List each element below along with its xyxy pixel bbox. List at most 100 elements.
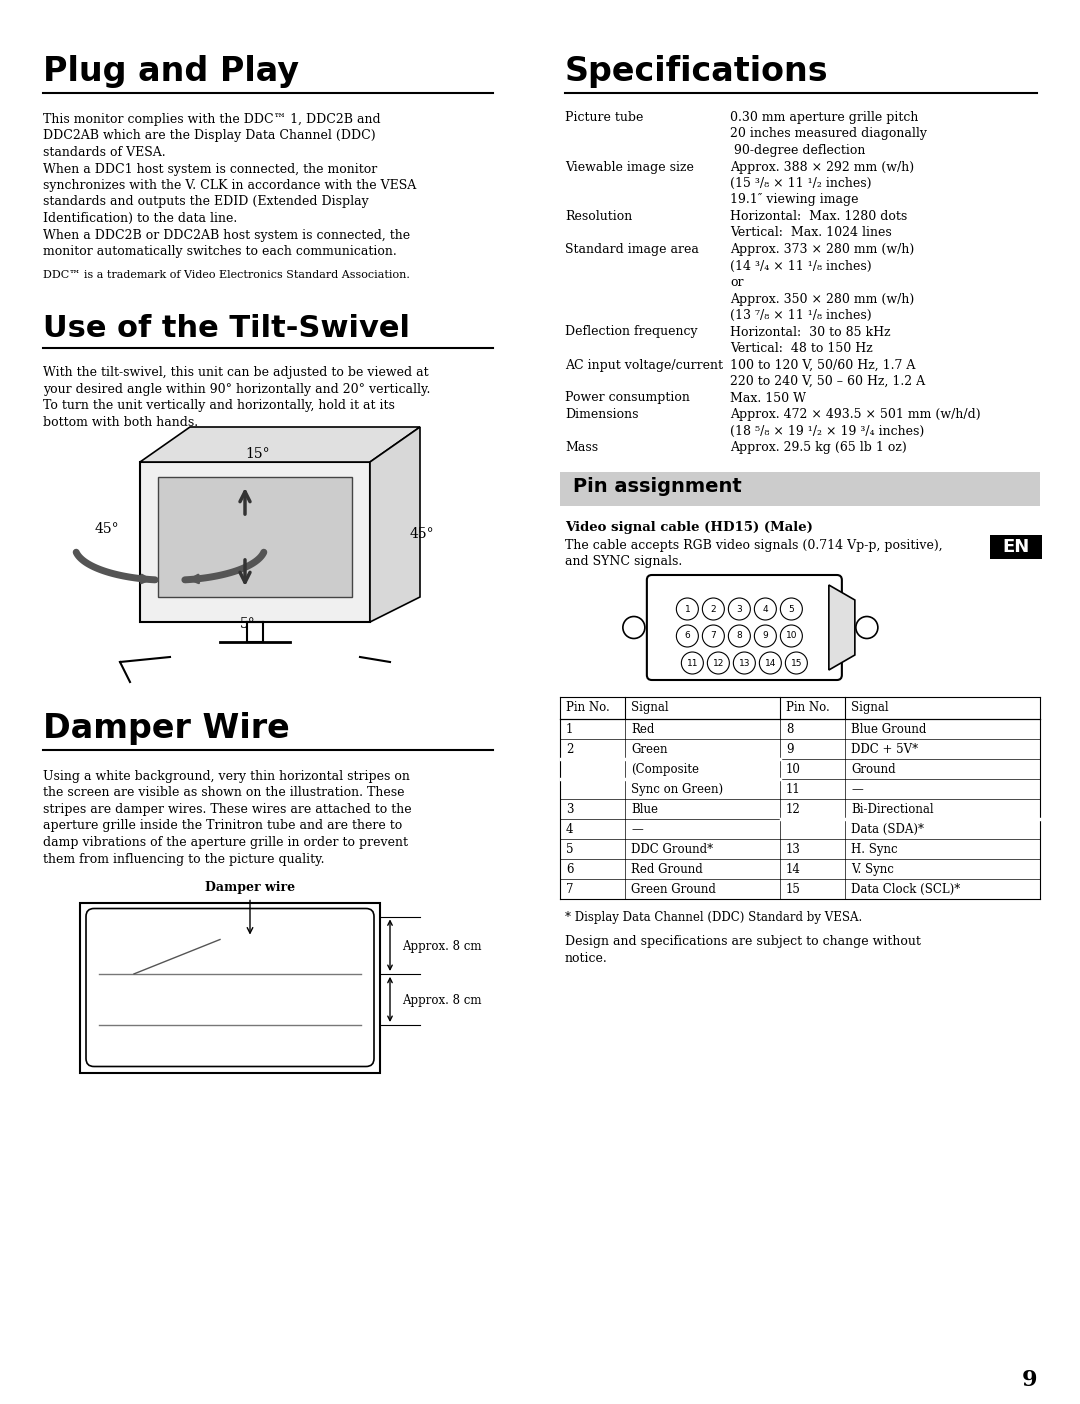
Text: DDC + 5V*: DDC + 5V* bbox=[851, 743, 918, 755]
Text: Approx. 29.5 kg (65 lb 1 oz): Approx. 29.5 kg (65 lb 1 oz) bbox=[730, 441, 907, 453]
Text: 5: 5 bbox=[788, 605, 794, 614]
Text: 0.30 mm aperture grille pitch: 0.30 mm aperture grille pitch bbox=[730, 111, 918, 124]
Circle shape bbox=[728, 598, 751, 621]
Text: Identification) to the data line.: Identification) to the data line. bbox=[43, 212, 238, 225]
Text: Deflection frequency: Deflection frequency bbox=[565, 326, 698, 338]
Text: Sync on Green): Sync on Green) bbox=[631, 783, 724, 796]
Text: 15°: 15° bbox=[245, 446, 270, 461]
Text: 14: 14 bbox=[765, 658, 777, 667]
Text: 12: 12 bbox=[786, 803, 800, 816]
Text: EN: EN bbox=[1002, 538, 1029, 556]
Text: 9: 9 bbox=[762, 632, 768, 640]
Text: 90-degree deflection: 90-degree deflection bbox=[730, 145, 865, 157]
Circle shape bbox=[855, 616, 878, 639]
Polygon shape bbox=[370, 427, 420, 622]
Text: Green Ground: Green Ground bbox=[631, 883, 716, 896]
Text: notice.: notice. bbox=[565, 952, 608, 965]
Text: Approx. 8 cm: Approx. 8 cm bbox=[402, 941, 482, 953]
Text: 2: 2 bbox=[566, 743, 573, 755]
Polygon shape bbox=[140, 462, 370, 622]
Text: This monitor complies with the DDC™ 1, DDC2B and: This monitor complies with the DDC™ 1, D… bbox=[43, 112, 380, 126]
Text: (14 ³/₄ × 11 ¹/₈ inches): (14 ³/₄ × 11 ¹/₈ inches) bbox=[730, 260, 872, 272]
Text: Ground: Ground bbox=[851, 762, 895, 776]
Text: Signal: Signal bbox=[631, 701, 669, 715]
Text: 7: 7 bbox=[711, 632, 716, 640]
Text: 6: 6 bbox=[685, 632, 690, 640]
Text: Plug and Play: Plug and Play bbox=[43, 55, 299, 88]
Text: 8: 8 bbox=[737, 632, 742, 640]
Text: V. Sync: V. Sync bbox=[851, 863, 894, 876]
Circle shape bbox=[785, 651, 808, 674]
Circle shape bbox=[676, 598, 699, 621]
Text: 4: 4 bbox=[762, 605, 768, 614]
Text: Pin No.: Pin No. bbox=[566, 701, 610, 715]
Text: 3: 3 bbox=[566, 803, 573, 816]
Text: * Display Data Channel (DDC) Standard by VESA.: * Display Data Channel (DDC) Standard by… bbox=[565, 911, 862, 924]
Text: 9: 9 bbox=[786, 743, 794, 755]
Circle shape bbox=[681, 651, 703, 674]
Text: H. Sync: H. Sync bbox=[851, 842, 897, 856]
Text: The cable accepts RGB video signals (0.714 Vp-p, positive),: The cable accepts RGB video signals (0.7… bbox=[565, 539, 943, 552]
Text: 10: 10 bbox=[785, 632, 797, 640]
Text: (18 ⁵/₈ × 19 ¹/₂ × 19 ³/₄ inches): (18 ⁵/₈ × 19 ¹/₂ × 19 ³/₄ inches) bbox=[730, 424, 924, 438]
Text: 5°: 5° bbox=[240, 616, 256, 630]
FancyBboxPatch shape bbox=[561, 472, 1040, 505]
Text: 1: 1 bbox=[685, 605, 690, 614]
Text: With the tilt-swivel, this unit can be adjusted to be viewed at: With the tilt-swivel, this unit can be a… bbox=[43, 366, 429, 379]
Text: Power consumption: Power consumption bbox=[565, 392, 690, 404]
Text: or: or bbox=[730, 277, 743, 289]
Circle shape bbox=[781, 625, 802, 647]
FancyBboxPatch shape bbox=[80, 903, 380, 1073]
Text: standards of VESA.: standards of VESA. bbox=[43, 146, 165, 159]
Text: 9: 9 bbox=[1022, 1369, 1037, 1391]
Text: DDC2AB which are the Display Data Channel (DDC): DDC2AB which are the Display Data Channe… bbox=[43, 129, 376, 142]
Text: Approx. 350 × 280 mm (w/h): Approx. 350 × 280 mm (w/h) bbox=[730, 292, 915, 306]
Text: Max. 150 W: Max. 150 W bbox=[730, 392, 806, 404]
Text: DDC™ is a trademark of Video Electronics Standard Association.: DDC™ is a trademark of Video Electronics… bbox=[43, 270, 410, 279]
FancyBboxPatch shape bbox=[990, 535, 1042, 559]
Text: Red Ground: Red Ground bbox=[631, 863, 703, 876]
Text: (Composite: (Composite bbox=[631, 762, 699, 776]
Text: Signal: Signal bbox=[851, 701, 889, 715]
Text: Data Clock (SCL)*: Data Clock (SCL)* bbox=[851, 883, 960, 896]
Text: Damper Wire: Damper Wire bbox=[43, 712, 289, 746]
Text: Standard image area: Standard image area bbox=[565, 243, 699, 256]
Text: Horizontal:  Max. 1280 dots: Horizontal: Max. 1280 dots bbox=[730, 211, 907, 223]
Text: Approx. 373 × 280 mm (w/h): Approx. 373 × 280 mm (w/h) bbox=[730, 243, 915, 256]
Circle shape bbox=[759, 651, 781, 674]
Text: (15 ³/₈ × 11 ¹/₂ inches): (15 ³/₈ × 11 ¹/₂ inches) bbox=[730, 177, 872, 190]
Text: Approx. 472 × 493.5 × 501 mm (w/h/d): Approx. 472 × 493.5 × 501 mm (w/h/d) bbox=[730, 409, 981, 421]
Text: Green: Green bbox=[631, 743, 667, 755]
Text: 6: 6 bbox=[566, 863, 573, 876]
Text: AC input voltage/current: AC input voltage/current bbox=[565, 358, 723, 372]
Text: Resolution: Resolution bbox=[565, 211, 632, 223]
Text: Data (SDA)*: Data (SDA)* bbox=[851, 823, 924, 835]
Circle shape bbox=[728, 625, 751, 647]
Text: your desired angle within 90° horizontally and 20° vertically.: your desired angle within 90° horizontal… bbox=[43, 382, 430, 396]
Text: synchronizes with the V. CLK in accordance with the VESA: synchronizes with the V. CLK in accordan… bbox=[43, 178, 416, 192]
Text: 19.1″ viewing image: 19.1″ viewing image bbox=[730, 194, 859, 206]
Text: 8: 8 bbox=[786, 723, 794, 736]
Text: To turn the unit vertically and horizontally, hold it at its: To turn the unit vertically and horizont… bbox=[43, 399, 395, 411]
Circle shape bbox=[702, 598, 725, 621]
Circle shape bbox=[781, 598, 802, 621]
Circle shape bbox=[623, 616, 645, 639]
Text: 4: 4 bbox=[566, 823, 573, 835]
Text: 10: 10 bbox=[786, 762, 801, 776]
Text: Damper wire: Damper wire bbox=[205, 880, 295, 894]
Circle shape bbox=[754, 625, 777, 647]
Text: them from influencing to the picture quality.: them from influencing to the picture qua… bbox=[43, 852, 324, 865]
Text: Vertical:  48 to 150 Hz: Vertical: 48 to 150 Hz bbox=[730, 343, 873, 355]
Text: 45°: 45° bbox=[410, 526, 434, 541]
Text: Red: Red bbox=[631, 723, 654, 736]
Text: —: — bbox=[631, 823, 643, 835]
Text: 14: 14 bbox=[786, 863, 801, 876]
Text: aperture grille inside the Trinitron tube and are there to: aperture grille inside the Trinitron tub… bbox=[43, 820, 402, 833]
Text: 13: 13 bbox=[739, 658, 751, 667]
Text: monitor automatically switches to each communication.: monitor automatically switches to each c… bbox=[43, 246, 396, 258]
Text: 5: 5 bbox=[566, 842, 573, 856]
Text: Specifications: Specifications bbox=[565, 55, 828, 88]
Text: Blue Ground: Blue Ground bbox=[851, 723, 927, 736]
Circle shape bbox=[707, 651, 729, 674]
Text: 20 inches measured diagonally: 20 inches measured diagonally bbox=[730, 128, 927, 140]
